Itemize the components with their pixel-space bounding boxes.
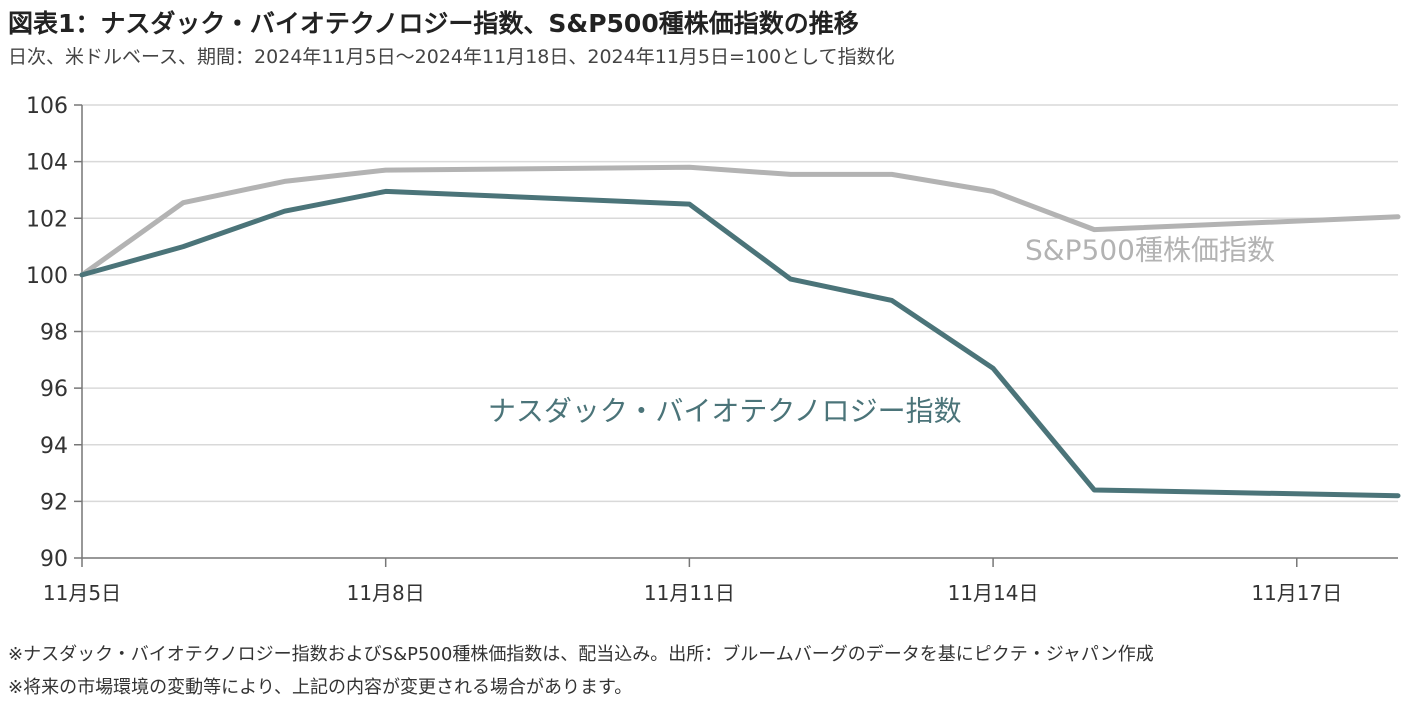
footnote-disclaimer: ※将来の市場環境の変動等により、上記の内容が変更される場合があります。 — [8, 677, 633, 698]
series-line-1 — [79, 188, 1401, 499]
series-label-0: S&P500種株価指数 — [1025, 233, 1275, 266]
y-tick-label: 96 — [40, 377, 68, 402]
y-tick-label: 98 — [40, 321, 68, 346]
x-tick-label: 11月14日 — [948, 581, 1039, 605]
chart-subtitle: 日次、米ドルベース、期間：2024年11月5日～2024年11月18日、2024… — [8, 46, 895, 68]
y-tick-label: 102 — [26, 207, 68, 232]
y-tick-label: 94 — [40, 434, 68, 459]
y-tick-label: 104 — [26, 151, 68, 176]
x-tick-label: 11月5日 — [43, 581, 121, 605]
chart-title: 図表1：ナスダック・バイオテクノロジー指数、S&P500種株価指数の推移 — [8, 9, 859, 38]
series-lines — [79, 164, 1401, 499]
series-label-1: ナスダック・バイオテクノロジー指数 — [488, 395, 962, 428]
series-line-0 — [79, 164, 1401, 278]
y-tick-label: 90 — [40, 547, 68, 572]
x-tick-label: 11月11日 — [644, 581, 735, 605]
y-tick-label: 106 — [26, 94, 68, 119]
grid-lines — [82, 104, 1398, 503]
footnote-source: ※ナスダック・バイオテクノロジー指数およびS&P500種株価指数は、配当込み。出… — [8, 644, 1154, 665]
x-axis: 11月5日 11月8日 11月11日 11月14日 11月17日 — [43, 557, 1398, 605]
y-axis: 90 92 94 96 98 100 102 104 106 — [26, 94, 83, 572]
x-tick-label: 11月17日 — [1251, 581, 1342, 605]
y-tick-label: 100 — [26, 264, 68, 289]
x-tick-label: 11月8日 — [347, 581, 425, 605]
y-tick-label: 92 — [40, 490, 68, 515]
